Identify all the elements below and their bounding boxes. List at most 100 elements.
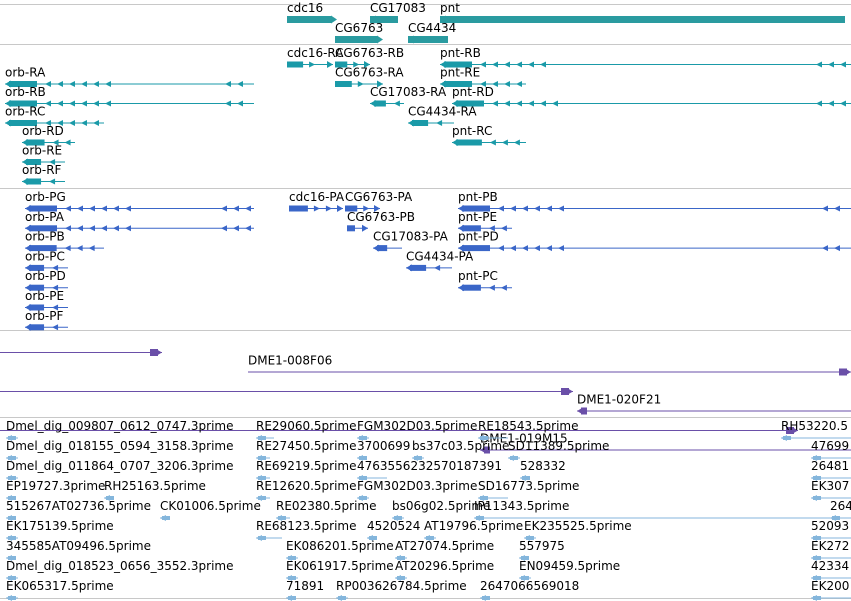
feature-bs06g02-5prime-25[interactable] (392, 515, 404, 521)
feature-at27074-5prime-36[interactable] (395, 555, 407, 561)
feature-42334-43[interactable] (811, 575, 851, 581)
feature-cdc16-0[interactable] (287, 15, 337, 24)
feature-rp003626784-5prime-46[interactable] (336, 595, 348, 601)
feature-orb-pf-15[interactable] (25, 323, 68, 331)
feature-re27450-5prime-6[interactable] (256, 455, 270, 461)
feature-cg4434-4[interactable] (408, 35, 448, 44)
feature-sd16773-5prime-20[interactable] (478, 495, 508, 501)
feature-pnt-pe-6[interactable] (458, 224, 512, 232)
feature-cg4434-pa-11[interactable] (406, 264, 452, 272)
feature-dme1-020f21-3[interactable] (577, 407, 851, 415)
feature-label: RE68123.5prime (256, 519, 357, 533)
feature-ek061917-5prime-40[interactable] (286, 575, 298, 581)
feature-dme1-019m15-5[interactable] (480, 446, 851, 454)
feature-47699-10[interactable] (811, 455, 851, 461)
feature-cg6763-rb-1[interactable] (335, 61, 370, 68)
feature-52093-33[interactable] (811, 535, 851, 541)
feature-unlabeled-4[interactable] (0, 427, 798, 434)
feature-at19796-5prime-31[interactable] (424, 535, 436, 541)
feature-rh25163-5prime-17[interactable] (104, 495, 114, 501)
feature-ck01006-5prime-23[interactable] (160, 515, 170, 521)
feature-re18543-5prime-3[interactable] (478, 435, 508, 441)
feature-orb-pb-7[interactable] (25, 244, 104, 252)
feature-label: EK272 (811, 539, 849, 553)
feature-pnt-re-5[interactable] (440, 80, 526, 88)
feature-dmel-dig-009807-0612-0747-3prime-0[interactable] (6, 435, 18, 441)
feature-cg6763-pb-5[interactable] (347, 224, 368, 232)
feature-557975-37[interactable] (519, 555, 529, 561)
feature-re12620-5prime-18[interactable] (256, 495, 270, 501)
feature-cg6763-ra-4[interactable] (335, 80, 383, 88)
feature-cdc16-pa-1[interactable] (289, 205, 343, 212)
feature-fgm302d03-3prime-19[interactable] (357, 495, 369, 501)
feature-fgm302d03-5prime-2[interactable] (357, 435, 369, 441)
feature-orb-pg-0[interactable] (25, 205, 254, 212)
feature-orb-pa-4[interactable] (25, 224, 254, 232)
feature-orb-re-13[interactable] (22, 158, 65, 166)
feature-re02380-5prime-24[interactable] (276, 515, 290, 521)
feature-pnt-pb-3[interactable] (458, 205, 851, 212)
feature-ek065317-5prime-44[interactable] (6, 595, 18, 601)
feature-ep19727-3prime-16[interactable] (6, 495, 16, 501)
feature-dme1-008f06-1[interactable] (248, 368, 851, 376)
feature-rh53220-5-4[interactable] (781, 435, 851, 441)
feature-pnt-pc-13[interactable] (458, 284, 512, 292)
feature-3700699-7[interactable] (357, 455, 367, 461)
feature-orb-rd-11[interactable] (22, 139, 75, 146)
feature-unlabeled-2[interactable] (0, 388, 573, 395)
feature-cg6763-pa-2[interactable] (345, 205, 380, 212)
feature-orb-rb-6[interactable] (5, 100, 254, 107)
feature-orb-rf-14[interactable] (22, 178, 65, 185)
feature-orb-pd-12[interactable] (25, 284, 68, 292)
feature-ip11343-5prime-26[interactable] (474, 515, 851, 521)
feature-ek272-38[interactable] (811, 555, 851, 561)
feature-at20296-5prime-41[interactable] (395, 575, 407, 581)
feature-label: RH53220.5 (781, 419, 848, 433)
feature-515267at02736-5prime-22[interactable] (6, 515, 16, 521)
feature-ek307-21[interactable] (811, 495, 851, 501)
feature-unlabeled-0[interactable] (0, 349, 162, 356)
feature-345585at09496-5prime-34[interactable] (6, 555, 16, 561)
feature-label: DME1-019M15 (480, 432, 568, 446)
feature-pnt-rb-2[interactable] (440, 61, 851, 68)
feature-528332-14[interactable] (520, 475, 530, 481)
feature-dmel-dig-018155-0594-3158-3prime-5[interactable] (6, 455, 18, 461)
feature-en09459-5prime-42[interactable] (519, 575, 531, 581)
feature-re68123-5prime-29[interactable] (256, 535, 282, 541)
feature-cg17083-ra-7[interactable] (370, 100, 404, 107)
feature-dmel-dig-018523-0656-3552-3prime-39[interactable] (6, 575, 18, 581)
feature-label: Dmel_dig_018155_0594_3158.3prime (6, 439, 234, 453)
feature-pnt-pd-9[interactable] (458, 244, 851, 252)
feature-orb-ra-3[interactable] (5, 80, 254, 88)
feature-cg6763-3[interactable] (335, 35, 383, 44)
feature-26481-15[interactable] (811, 475, 851, 481)
feature-orb-rc-9[interactable] (5, 119, 104, 127)
feature-ek200-48[interactable] (811, 595, 851, 601)
feature-cg17083-1[interactable] (370, 15, 398, 24)
feature-ek086201-5prime-35[interactable] (286, 555, 298, 561)
feature-label: EK200 (811, 579, 849, 593)
feature-re69219-5prime-12[interactable] (256, 475, 270, 481)
feature-264-27[interactable] (830, 515, 851, 521)
feature-4520524-30[interactable] (367, 535, 377, 541)
feature-2647066569018-47[interactable] (480, 595, 490, 601)
feature-pnt-rc-12[interactable] (452, 139, 526, 146)
feature-dmel-dig-011864-0707-3206-3prime-11[interactable] (6, 475, 18, 481)
feature-label: pnt-PE (458, 210, 497, 224)
feature-orb-pc-10[interactable] (25, 264, 68, 272)
feature-ek175139-5prime-28[interactable] (6, 535, 18, 541)
feature-orb-pe-14[interactable] (25, 304, 68, 311)
ests-track: Dmel_dig_009807_0612_0747.3prime RE29060.… (6, 419, 851, 601)
feature-label: EK065317.5prime (6, 579, 114, 593)
feature-71891-45[interactable] (286, 595, 296, 601)
feature-bs37c03-5prime-8[interactable] (412, 455, 424, 461)
feature-cdc16-ra-0[interactable] (287, 61, 333, 68)
feature-re29060-5prime-1[interactable] (256, 435, 274, 441)
feature-pnt-rd-8[interactable] (452, 100, 851, 107)
feature-sd11389-5prime-9[interactable] (508, 455, 520, 461)
feature-cg4434-ra-10[interactable] (408, 119, 454, 127)
feature-4763556232570187391-13[interactable] (357, 475, 387, 481)
feature-ek235525-5prime-32[interactable] (524, 535, 536, 541)
feature-cg17083-pa-8[interactable] (373, 244, 402, 252)
feature-pnt-2[interactable] (440, 15, 845, 24)
